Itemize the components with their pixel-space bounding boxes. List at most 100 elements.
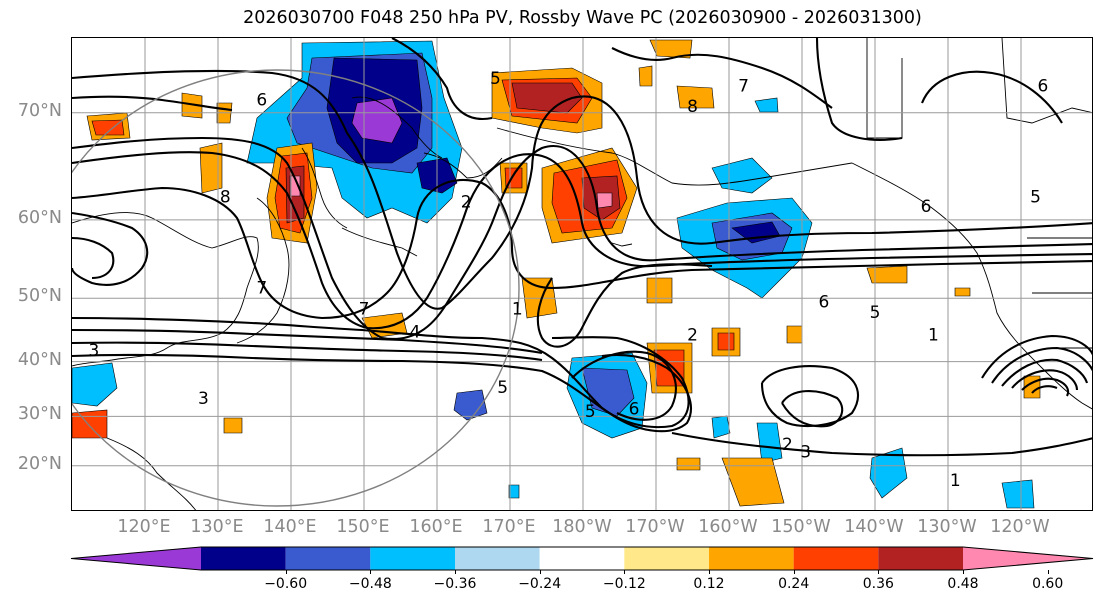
lat-label: 60°N — [17, 207, 62, 228]
colorbar-tick-label: −0.24 — [518, 576, 562, 592]
lon-label: 150°E — [336, 517, 390, 537]
contour-label: 6 — [629, 400, 640, 420]
colorbar-tick-label: 0.36 — [862, 576, 894, 592]
pos-fill-ak2 — [638, 65, 653, 87]
colorbar-swatch — [624, 547, 709, 570]
colorbar-tick — [455, 570, 456, 574]
colorbar-tick — [285, 570, 287, 574]
colorbar-tick — [963, 570, 964, 574]
lon-label: 120°W — [990, 517, 1050, 537]
lon-label: 160°W — [698, 517, 758, 537]
contour-label: 3 — [800, 442, 811, 462]
colorbar-swatch — [201, 547, 286, 570]
contour-label: 3 — [198, 389, 209, 409]
coastlines — [72, 38, 1092, 510]
colorbar-tick-label: −0.48 — [348, 576, 392, 592]
contour-label: 8 — [687, 97, 698, 117]
pos-fill-cp6 — [721, 457, 785, 507]
contour-label: 6 — [1037, 76, 1048, 96]
contour-label: 5 — [1030, 188, 1041, 208]
pos-fill-cp11 — [223, 417, 243, 434]
neg-fill-e1 — [869, 447, 908, 499]
colorbar-tick — [539, 570, 541, 574]
contour-label: 7 — [359, 300, 370, 320]
colorbar-tick-label: 0.12 — [693, 576, 725, 592]
contour-label: 5 — [585, 402, 596, 422]
contour-label: 5 — [870, 303, 881, 323]
map-title: 2026030700 F048 250 hPa PV, Rossby Wave … — [243, 8, 922, 28]
colorbar-tick-label: −0.60 — [264, 576, 308, 592]
contour-label: 7 — [738, 76, 749, 96]
contour-label: 7 — [256, 279, 267, 299]
colorbar-swatch — [370, 547, 455, 570]
colorbar-tick — [709, 570, 710, 574]
region-circle — [72, 69, 520, 507]
pos-fill-bering-core — [511, 82, 583, 114]
pos-fill-ak1 — [649, 39, 693, 59]
colorbar-tick-label: −0.12 — [602, 576, 646, 592]
pos-fill-pink1 — [596, 192, 613, 209]
lat-label: 50°N — [17, 286, 62, 307]
colorbar-swatch — [963, 547, 1093, 570]
lat-label: 70°N — [17, 100, 62, 121]
lon-label: 130°W — [917, 517, 977, 537]
colorbar — [70, 546, 1094, 571]
pos-fill-cp5 — [866, 265, 908, 284]
colorbar-tick — [370, 570, 372, 574]
colorbar-tick-label: 0.24 — [778, 576, 810, 592]
pos-fill-cp4 — [786, 325, 803, 344]
contour-label: 6 — [818, 293, 829, 313]
colorbar-swatch — [455, 547, 540, 570]
contour-label: 4 — [410, 322, 421, 342]
colorbar-swatch — [709, 547, 794, 570]
graticule — [72, 38, 1092, 510]
colorbar-tick — [878, 570, 880, 574]
neg-fill-e5 — [508, 484, 520, 499]
lon-label: 140°W — [844, 517, 904, 537]
contour-label: 2 — [687, 325, 698, 345]
pv-contours — [72, 38, 1092, 457]
contour-label: 5 — [490, 69, 501, 89]
colorbar-tick — [793, 570, 795, 574]
lon-label: 160°E — [409, 517, 463, 537]
colorbar-tick-label: 0.60 — [1032, 576, 1064, 592]
contour-label: 2 — [461, 192, 472, 212]
neg-fill-e2 — [1001, 479, 1035, 509]
pos-fill-cp2 — [646, 277, 673, 304]
lat-label: 20°N — [17, 453, 62, 474]
colorbar-tick — [1047, 570, 1049, 574]
neg-fill-e4 — [711, 415, 731, 439]
lat-label: 40°N — [17, 349, 62, 370]
lon-label: 170°E — [482, 517, 536, 537]
neg-fill-alaska — [711, 157, 773, 194]
colorbar-swatch — [285, 547, 371, 570]
colorbar-tick-label: 0.48 — [947, 576, 979, 592]
contour-label: 6 — [921, 197, 932, 217]
neg-fill-w — [72, 362, 118, 407]
pos-fill-cp10 — [72, 409, 108, 439]
pos-fill-cp7 — [676, 457, 701, 471]
lon-label: 170°W — [625, 517, 685, 537]
pos-fill-w1c — [91, 119, 125, 136]
colorbar-tick — [624, 570, 626, 574]
contour-label: 1 — [928, 325, 939, 345]
contour-label: 6 — [256, 90, 267, 110]
pos-fill-w3 — [199, 142, 223, 194]
colorbar-tick-label: −0.36 — [433, 576, 477, 592]
colorbar-swatch — [878, 547, 963, 570]
lon-label: 150°W — [771, 517, 831, 537]
contour-label: 1 — [512, 300, 523, 320]
lon-label: 120°E — [117, 517, 171, 537]
pos-fill-ak3 — [676, 85, 715, 109]
pos-fill-cp8 — [954, 287, 971, 297]
contour-label: 3 — [88, 341, 99, 361]
neg-fill-arctic — [754, 97, 779, 113]
contour-label: 1 — [950, 471, 961, 491]
neg-fill-e3 — [756, 422, 783, 464]
colorbar-swatch — [71, 547, 201, 570]
colorbar-swatch — [539, 547, 625, 570]
pos-fill-cp3c — [717, 332, 735, 351]
